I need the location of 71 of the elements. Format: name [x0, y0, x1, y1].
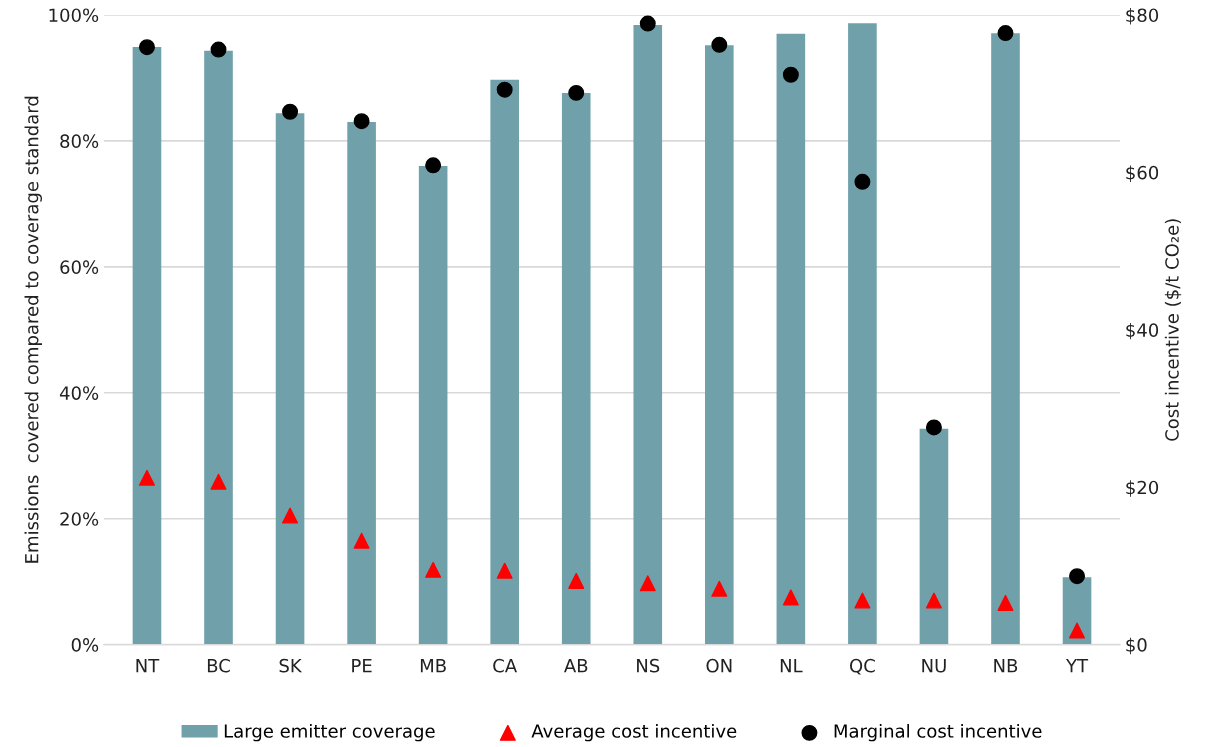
point — [210, 41, 227, 58]
x-tick-label: ON — [706, 658, 732, 673]
point — [997, 594, 1014, 611]
bar — [848, 23, 877, 645]
y-tick-label: 100% — [49, 8, 99, 23]
point — [496, 562, 513, 579]
x-tick-label: QC — [850, 658, 875, 675]
bar — [275, 113, 305, 645]
point — [854, 592, 871, 609]
x-tick-label: NT — [136, 659, 160, 673]
x-tick-label: MB — [420, 659, 446, 673]
x-tick-label: PE — [352, 659, 372, 673]
bar — [705, 45, 734, 645]
y2-tick-label: $60 — [1126, 165, 1159, 182]
point — [282, 507, 299, 524]
legend-label: Large emitter coverage — [224, 723, 435, 742]
bar — [490, 79, 519, 645]
point — [353, 532, 370, 549]
point — [138, 39, 155, 56]
y-tick-label: 60% — [60, 260, 99, 274]
bar — [776, 33, 806, 645]
legend-label: Average cost incentive — [531, 723, 737, 742]
x-tick-label: NU — [922, 659, 946, 673]
y-tick-label: 40% — [59, 386, 99, 400]
legend-label: Marginal cost incentive — [834, 723, 1042, 742]
x-tick-label: SK — [279, 658, 303, 673]
point — [425, 157, 442, 174]
y2-tick-label: $20 — [1126, 480, 1159, 497]
point — [925, 592, 942, 609]
point — [711, 580, 728, 597]
y-tick-label: 0% — [71, 638, 99, 652]
x-tick-label: NL — [780, 659, 803, 673]
point — [925, 419, 942, 436]
point — [138, 469, 155, 486]
bar — [347, 121, 376, 645]
y-tick-label: 80% — [60, 134, 99, 148]
bar — [132, 47, 162, 645]
point — [997, 25, 1014, 42]
point — [854, 173, 871, 190]
point — [568, 84, 585, 101]
y2-tick-label: $80 — [1126, 8, 1159, 25]
point — [711, 36, 728, 53]
point — [353, 113, 370, 130]
point — [782, 66, 799, 83]
point — [496, 81, 513, 98]
point — [1069, 568, 1086, 585]
y2-axis-title: Cost incentive ($/t CO₂e) — [1164, 219, 1182, 441]
bar — [919, 428, 949, 645]
x-tick-label: NS — [637, 658, 660, 673]
y2-tick-label: $0 — [1126, 637, 1147, 655]
point — [1069, 622, 1086, 639]
point — [639, 15, 656, 32]
x-tick-label: AB — [564, 659, 588, 673]
y-tick-label: 20% — [60, 512, 99, 526]
bar — [633, 25, 663, 645]
point — [782, 589, 799, 606]
point — [210, 473, 227, 490]
point — [568, 572, 585, 589]
bar — [204, 50, 233, 645]
point — [425, 561, 442, 578]
y2-tick-label: $40 — [1126, 322, 1159, 340]
point — [282, 103, 299, 120]
x-tick-label: BC — [207, 658, 230, 673]
y-axis-title: Emissions covered compared to coverage standard — [24, 96, 42, 563]
bar — [991, 33, 1020, 645]
x-tick-label: YT — [1065, 659, 1089, 673]
x-tick-label: CA — [493, 658, 518, 673]
bar — [418, 166, 448, 645]
point — [639, 575, 656, 592]
bar — [561, 93, 591, 645]
x-tick-label: NB — [994, 659, 1018, 673]
